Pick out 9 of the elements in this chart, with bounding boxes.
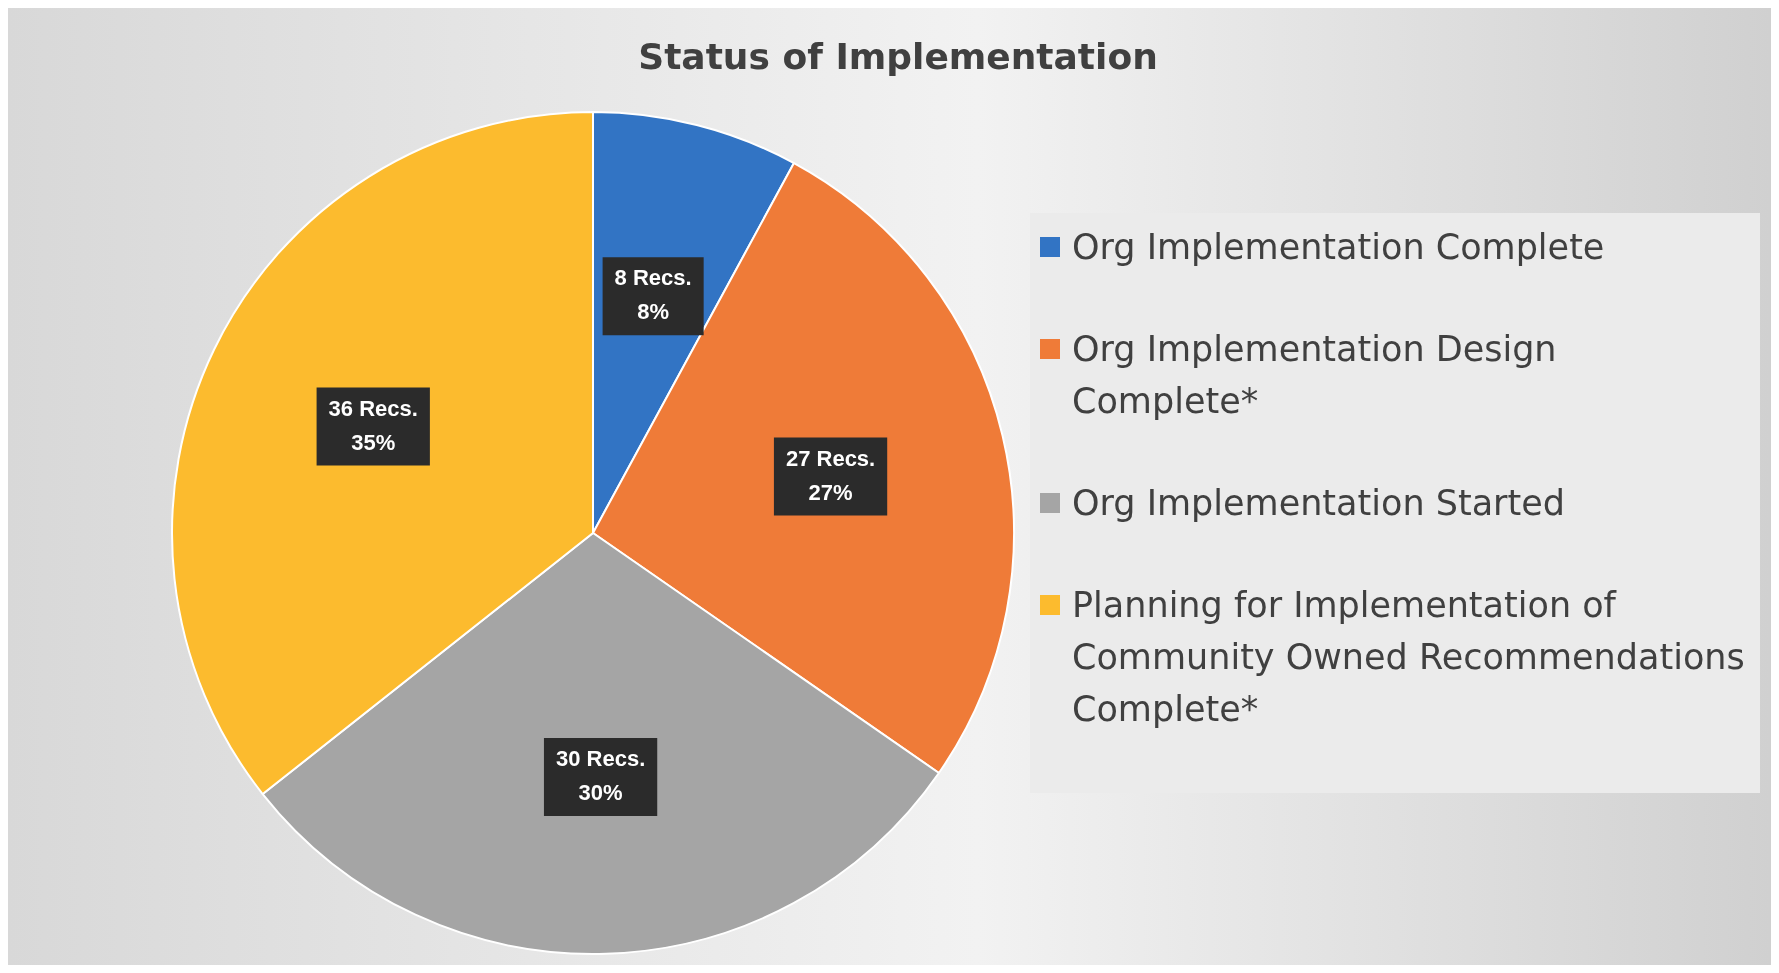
legend-label: Org Implementation Started <box>1072 482 1565 525</box>
chart-title: Status of Implementation <box>637 36 1159 77</box>
data-label: 30 Recs. 30% <box>555 746 646 806</box>
legend-label: Planning for Implementation of Community Owned Recommendations Complete* <box>1072 584 1746 731</box>
data-label: 36 Recs. 35% <box>328 395 418 455</box>
data-label: 27 Recs. 27% <box>785 445 876 505</box>
data-label: 8 Recs. 8% <box>614 265 692 325</box>
legend-label: Org Implementation Design Complete* <box>1072 328 1558 423</box>
legend-label: Org Implementation Complete <box>1072 226 1605 269</box>
